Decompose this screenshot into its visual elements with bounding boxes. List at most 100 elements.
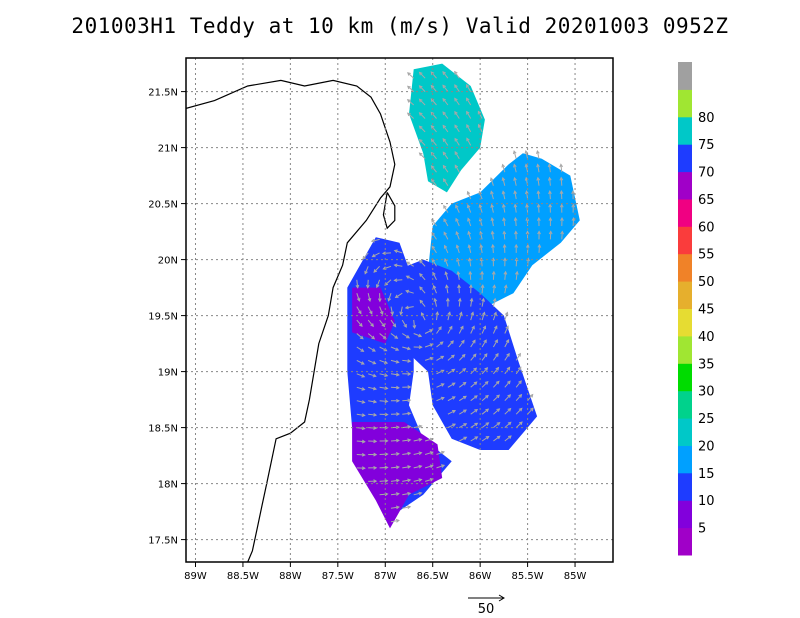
wind-vector-head (462, 368, 467, 372)
wind-vector-head (505, 325, 509, 330)
wind-vector-head (432, 284, 437, 289)
colorbar-swatch (678, 363, 692, 392)
wind-vector (383, 265, 392, 270)
x-tick-label: 87W (374, 571, 397, 582)
wind-vector-head (513, 203, 518, 208)
wind-vector-head (412, 325, 417, 330)
wind-vector-head (503, 270, 508, 275)
wind-vector (481, 422, 489, 429)
wind-vector-head (472, 339, 476, 344)
wind-vector (515, 271, 518, 280)
wind-vector (424, 329, 433, 334)
wind-vector-head (440, 355, 445, 360)
colorbar-swatch (678, 89, 692, 118)
wind-vector (356, 306, 362, 314)
wind-vector (513, 164, 517, 173)
wind-vector-head (474, 409, 479, 413)
wind-vector (442, 111, 449, 119)
wind-vector (433, 285, 437, 294)
wind-vector (390, 306, 394, 315)
wind-vector (481, 298, 485, 307)
wind-vector (376, 279, 381, 288)
wind-vector-head (433, 297, 438, 302)
wind-vector (469, 258, 472, 267)
wind-vector-head (472, 353, 477, 358)
wind-vector (402, 439, 411, 442)
wind-vector (502, 164, 506, 173)
wind-vector-head (456, 257, 460, 262)
wind-vector (447, 410, 456, 415)
wind-vector-head (371, 335, 376, 340)
wind-vector-head (392, 323, 397, 328)
wind-vector-head (536, 190, 541, 195)
wind-vector (436, 341, 444, 348)
wind-vector-head (438, 326, 442, 331)
wind-vector-head (460, 325, 464, 330)
wind-vector-head (485, 436, 490, 440)
wind-vector-head (501, 176, 506, 182)
wind-vector-head (370, 323, 374, 328)
wind-vector-head (431, 218, 435, 223)
wind-vector (470, 353, 477, 361)
wind-vector-head (430, 138, 435, 143)
wind-vector-head (529, 393, 534, 398)
wind-vector (444, 245, 449, 254)
wind-vector-head (430, 165, 435, 170)
wind-vector (504, 271, 507, 280)
wind-vector (402, 492, 411, 496)
wind-vector (457, 271, 460, 280)
wind-vector-head (525, 203, 529, 208)
wind-vector-head (463, 423, 468, 427)
wind-vector-head (430, 71, 435, 76)
wind-vector (407, 72, 415, 79)
wind-vector-head (560, 216, 564, 221)
wind-vector (493, 367, 499, 375)
wind-vector (413, 438, 422, 442)
wind-vector (469, 271, 472, 280)
wind-vector (367, 279, 369, 288)
wind-vector-head (502, 243, 507, 248)
wind-vector-head (442, 137, 447, 142)
wind-vector-head (395, 465, 400, 470)
wind-vector-head (405, 289, 410, 294)
wind-vector-head (506, 352, 510, 357)
wind-vector-head (394, 335, 399, 339)
wind-vector-head (507, 421, 512, 426)
wind-vector-head (390, 311, 394, 316)
wind-vector-head (441, 464, 446, 468)
wind-vector-head (381, 323, 386, 328)
wind-vector-head (419, 286, 423, 291)
wind-vector (436, 355, 444, 361)
reference-vector-label: 50 (478, 602, 495, 617)
wind-vector-head (454, 164, 459, 169)
wind-vector-head (407, 491, 412, 496)
wind-vector-head (513, 163, 517, 168)
wind-vector-head (418, 152, 423, 157)
wind-vector-head (466, 190, 471, 195)
wind-vector-head (483, 339, 487, 344)
wind-vector (356, 400, 365, 403)
wind-vector-head (479, 243, 484, 248)
colorbar-label: 35 (698, 357, 715, 372)
wind-vector-head (443, 204, 447, 209)
wind-vector-head (394, 294, 399, 299)
wind-vector-head (359, 323, 363, 328)
wind-vector-head (507, 407, 512, 412)
x-tick-label: 86.5W (417, 571, 449, 582)
wind-vector-head (362, 255, 366, 260)
colorbar-swatch (678, 390, 692, 419)
wind-vector-head (484, 367, 489, 371)
wind-vector-head (536, 176, 541, 181)
wind-vector (419, 139, 426, 146)
colorbar-label: 10 (698, 494, 715, 509)
wind-vector-head (407, 505, 412, 509)
wind-vector-head (442, 178, 447, 183)
wind-vector (368, 413, 377, 416)
wind-vector (537, 177, 540, 186)
wind-vector (466, 124, 472, 133)
wind-vector-head (418, 491, 423, 496)
wind-vector-head (471, 325, 475, 330)
wind-vector (493, 381, 500, 388)
wind-vector-head (501, 203, 506, 208)
wind-vector-head (356, 297, 361, 302)
